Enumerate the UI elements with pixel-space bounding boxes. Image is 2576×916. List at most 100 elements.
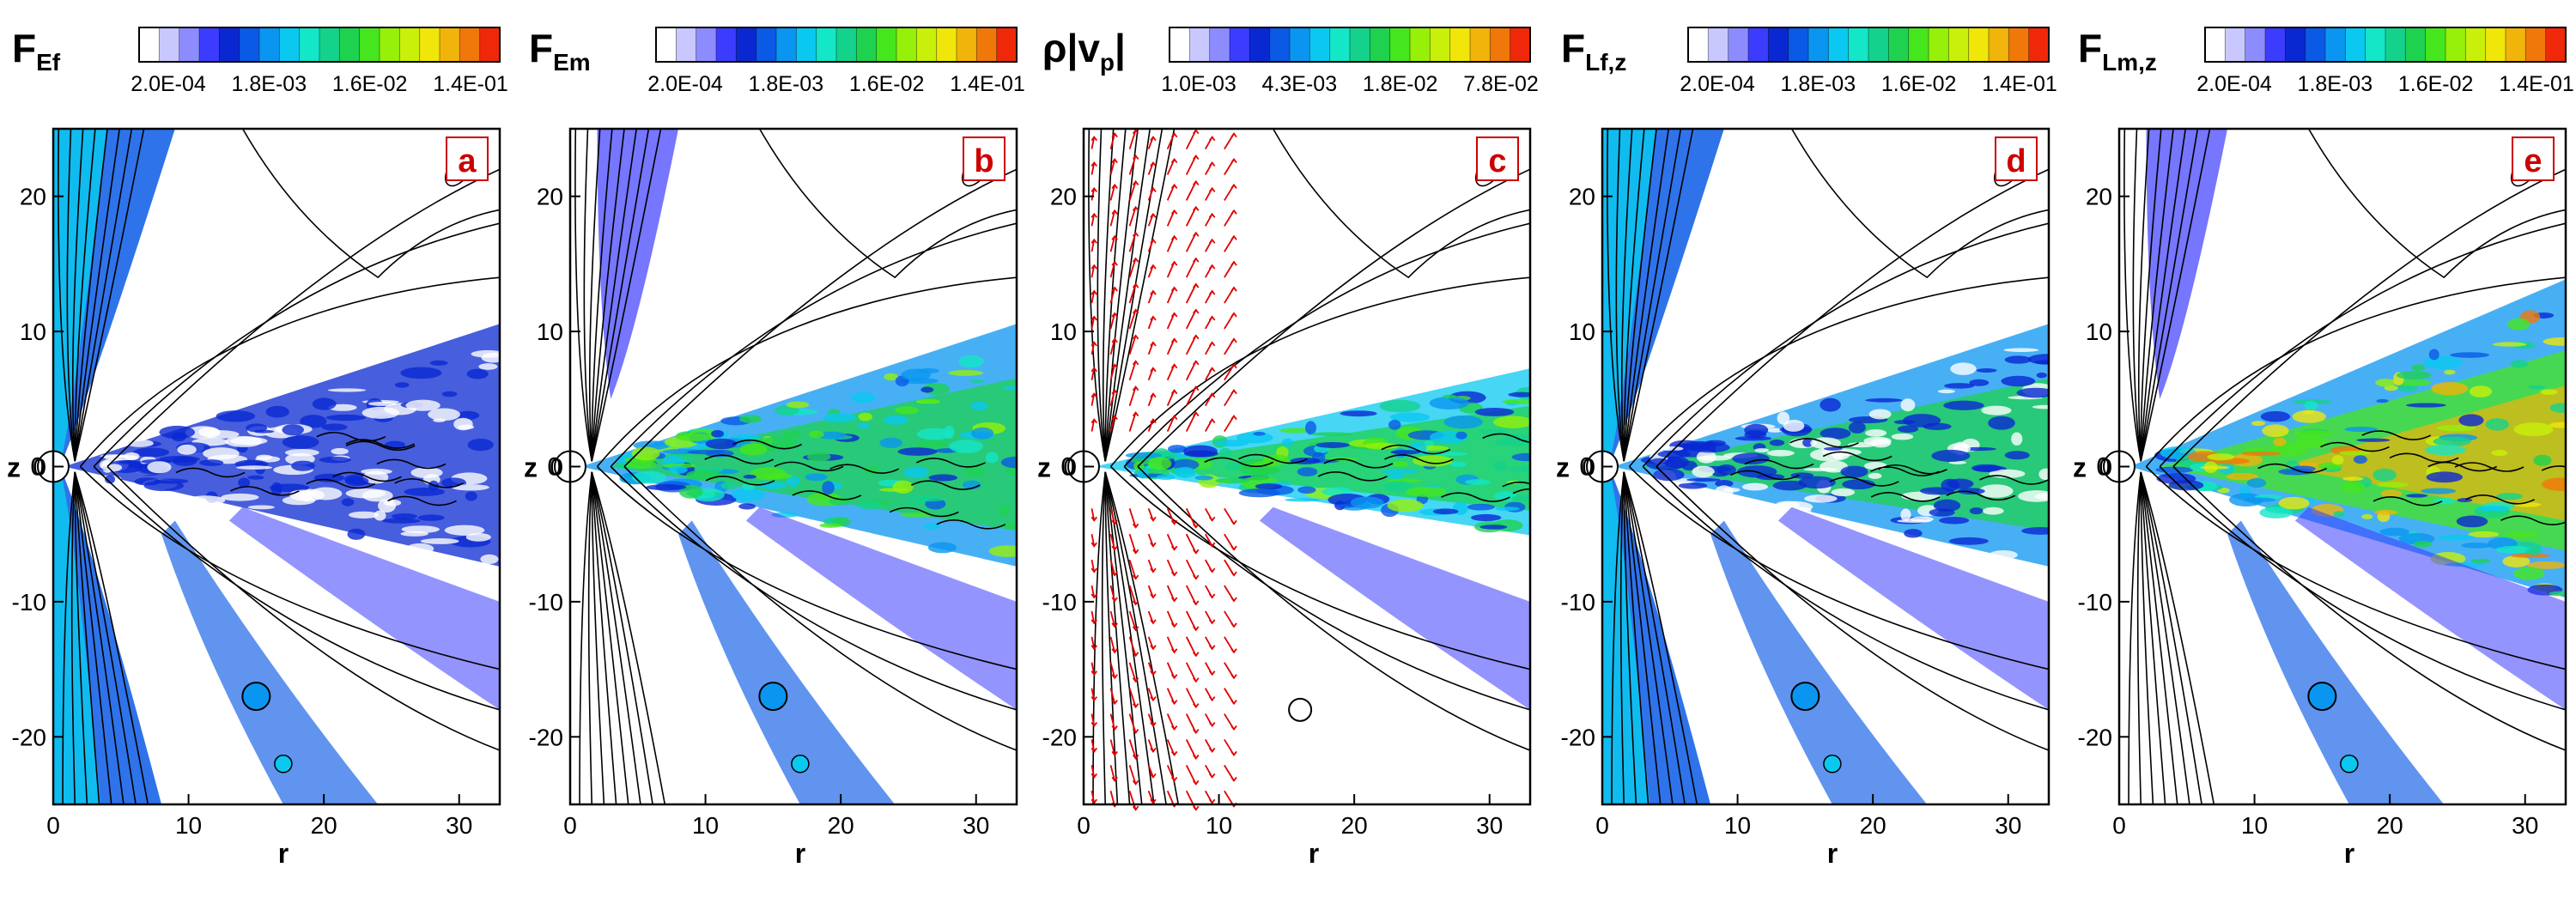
colorbar-swatch: [339, 27, 361, 62]
turbulence-blob: [269, 483, 310, 492]
turbulence-blob: [917, 440, 948, 448]
turbulence-blob: [2426, 471, 2464, 483]
panel-label-box: [963, 136, 1005, 181]
vector-head: [1208, 798, 1216, 804]
turbulence-blob: [1657, 450, 1691, 458]
panel-c: ρ|vp| 1.0E-03 4.3E-03 1.8E-02 7.8E-02 c 0 10 20 3…: [1037, 26, 1539, 869]
velocity-vector: [1128, 713, 1137, 733]
turbulence-blob: [1950, 362, 1977, 375]
x-tick-label: 20: [2377, 812, 2403, 839]
turbulence-blob: [2450, 352, 2490, 358]
field-line: [705, 476, 775, 486]
vector-head: [1230, 389, 1237, 395]
upper-outflow: [597, 129, 679, 399]
field-line: [1381, 444, 1451, 455]
field-line: [1642, 465, 2049, 711]
panel-title: FLf,z: [1561, 26, 1626, 76]
turbulence-blob: [1238, 488, 1280, 498]
y-tick-label: 20: [20, 184, 46, 210]
colorbar-swatch: [2385, 27, 2406, 62]
turbulence-blob: [465, 491, 477, 501]
turbulence-blob: [1904, 529, 1923, 538]
velocity-vector: [1109, 739, 1116, 755]
field-line: [1656, 465, 2049, 751]
turbulence-blob: [1783, 419, 1805, 432]
velocity-vector: [1091, 367, 1096, 380]
turbulence-blob: [1957, 488, 1985, 494]
turbulence-blob: [1388, 420, 1401, 430]
turbulence-blob: [1310, 432, 1352, 437]
turbulence-blob: [1831, 488, 1856, 497]
turbulence-blob: [2510, 553, 2550, 558]
x-tick-label: 0: [1595, 812, 1609, 839]
field-line: [106, 465, 500, 751]
vector-head: [1111, 363, 1118, 369]
vector-head: [1208, 747, 1216, 753]
turbulence-blob: [327, 388, 367, 392]
colorbar: 1.0E-03 4.3E-03 1.8E-02 7.8E-02: [1161, 27, 1539, 96]
vector-head: [1170, 725, 1178, 731]
colorbar-swatch: [1848, 27, 1869, 62]
vector-head: [1111, 725, 1118, 731]
vector-head: [1230, 622, 1237, 628]
turbulence-blob: [805, 473, 828, 482]
colorbar-swatch: [1888, 27, 1910, 62]
vector-head: [1111, 260, 1118, 266]
field-line: [591, 471, 666, 804]
field-line: [1623, 129, 1694, 462]
vector-head: [1230, 776, 1237, 782]
colorbar-tick-label: 1.6E-02: [1881, 72, 1957, 96]
colorbar-tick-label: 1.8E-03: [232, 72, 307, 96]
vector-head: [1132, 600, 1139, 606]
field-line: [1137, 168, 1530, 468]
field-line: [1790, 129, 2049, 279]
velocity-vector: [1091, 662, 1096, 675]
colorbar-swatch: [319, 27, 340, 62]
field-line: [316, 431, 386, 442]
turbulence-blob: [1944, 383, 1975, 389]
turbulence-blob: [2278, 496, 2310, 510]
turbulence-blob: [2259, 507, 2293, 519]
turbulence-blob: [1897, 425, 1919, 434]
turbulence-blob: [2243, 497, 2276, 502]
panel-a: FEf 2.0E-04 1.8E-03 1.6E-02 1.4E-01 a 0 10 20 30 -…: [7, 26, 508, 869]
turbulence-blob: [856, 500, 882, 510]
field-line: [1642, 222, 2049, 468]
field-line: [1979, 475, 2049, 485]
velocity-vector: [1091, 739, 1096, 752]
vector-head: [1132, 257, 1139, 263]
turbulence-blob: [2413, 540, 2433, 548]
vector-head: [1132, 334, 1139, 340]
y-tick-label: 0: [550, 454, 563, 481]
turbulence-blob: [2251, 421, 2266, 427]
vector-head: [1170, 545, 1178, 551]
vector-head: [1091, 264, 1097, 270]
turbulence-blob: [405, 543, 434, 555]
turbulence-blob: [1508, 391, 1530, 397]
field-line: [1789, 438, 1859, 448]
turbulence-blob: [970, 427, 994, 440]
field-line: [1137, 465, 1530, 751]
turbulence-blob: [374, 510, 386, 521]
colorbar-swatch: [2445, 27, 2466, 62]
vector-head: [1150, 315, 1157, 321]
vector-head: [1111, 597, 1118, 603]
colorbar-swatch: [1688, 27, 1709, 62]
field-line: [376, 458, 447, 470]
turbulence-blob: [731, 434, 762, 440]
velocity-vector: [1091, 636, 1096, 650]
velocity-vector: [1128, 508, 1137, 528]
turbulence-blob: [1297, 486, 1316, 494]
x-tick-label: 10: [1206, 812, 1232, 839]
turbulence-blob: [441, 391, 458, 397]
turbulence-blob: [2428, 349, 2439, 361]
turbulence-blob: [2510, 359, 2528, 368]
turbulence-blob: [851, 391, 876, 404]
colorbar-swatch: [2285, 27, 2306, 62]
turbulence-blob: [428, 408, 461, 421]
vector-head: [1170, 158, 1178, 164]
field-line: [2140, 129, 2199, 462]
y-tick-label: -20: [2078, 724, 2112, 750]
turbulence-blob: [738, 503, 756, 510]
